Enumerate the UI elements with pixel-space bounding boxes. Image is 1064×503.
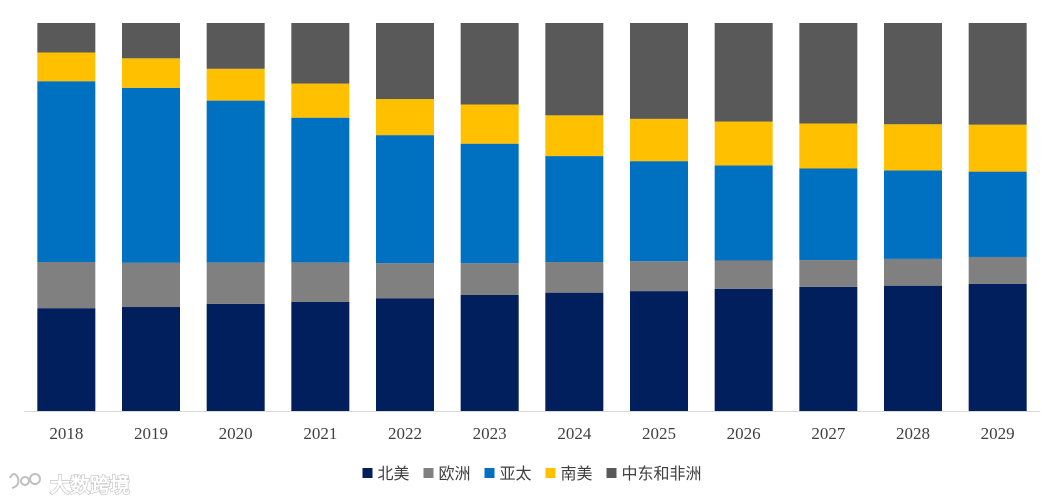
- bar-segment-2020-1: [206, 262, 265, 304]
- legend-label: 南美: [561, 464, 593, 483]
- bar-segment-2028-1: [884, 258, 942, 286]
- x-tick-labels: 2018 2019 2020 2021 2022 2023 2024 2025 2026 2027…: [49, 424, 1014, 443]
- bar-segment-2027-1: [799, 260, 858, 287]
- bar-segment-2023-1: [460, 263, 519, 295]
- bar-segment-2029-4: [968, 23, 1027, 125]
- legend-swatch: [362, 468, 373, 478]
- legend-swatch: [423, 468, 434, 478]
- bar-segment-2022-1: [376, 263, 434, 299]
- bar-segment-2024-1: [545, 262, 604, 293]
- bar-segment-2019-1: [122, 262, 180, 308]
- legend-item-4: 中东和非洲: [606, 464, 702, 483]
- legend-swatch: [545, 468, 556, 478]
- x-tick-label: 2024: [557, 424, 592, 443]
- bar-segment-2024-2: [545, 156, 604, 262]
- bar-segment-2028-0: [884, 285, 942, 411]
- legend-item-2: 亚太: [484, 464, 532, 483]
- bar-segment-2026-2: [714, 165, 773, 261]
- legend-swatch: [606, 468, 617, 478]
- legend-label: 亚太: [500, 464, 532, 483]
- bar-segment-2029-0: [968, 283, 1027, 411]
- bar-segment-2029-2: [968, 171, 1027, 257]
- bar-segment-2025-4: [630, 23, 688, 119]
- bar-segment-2026-4: [714, 23, 773, 122]
- legend-item-0: 北美: [362, 464, 410, 483]
- bar-segment-2029-1: [968, 256, 1027, 284]
- bar-segment-2024-0: [545, 292, 604, 411]
- bar-segment-2021-2: [291, 117, 350, 263]
- x-tick-label: 2028: [896, 424, 930, 443]
- watermark-logo-icon: [9, 473, 41, 489]
- bar-segment-2018-2: [37, 81, 96, 263]
- watermark: 大数跨境: [9, 472, 131, 498]
- bar-segment-2025-0: [630, 291, 688, 411]
- x-tick-label: 2026: [727, 424, 761, 443]
- x-tick-label: 2027: [811, 424, 846, 443]
- bar-segment-2027-2: [799, 168, 858, 261]
- bar-segment-2019-2: [122, 87, 180, 263]
- bar-segment-2026-1: [714, 260, 773, 289]
- bar-segment-2026-0: [714, 288, 773, 411]
- bar-segment-2025-1: [630, 261, 688, 292]
- x-tick-label: 2020: [219, 424, 253, 443]
- bar-segment-2019-4: [122, 23, 180, 59]
- bar-segment-2022-4: [376, 23, 434, 100]
- bar-segment-2028-4: [884, 23, 942, 125]
- bar-segment-2019-0: [122, 307, 180, 411]
- bar-segment-2025-2: [630, 161, 688, 262]
- bar-segment-2022-0: [376, 298, 434, 411]
- bar-segment-2018-0: [37, 308, 96, 411]
- bar-segment-2027-3: [799, 123, 858, 169]
- bar-segment-2021-0: [291, 301, 350, 411]
- bars-layer: [37, 23, 1027, 411]
- legend-label: 中东和非洲: [622, 464, 702, 483]
- bar-segment-2021-4: [291, 23, 350, 84]
- bar-segment-2023-4: [460, 23, 519, 105]
- legend-label: 欧洲: [439, 464, 471, 483]
- legend-label: 北美: [378, 464, 410, 483]
- x-tick-label: 2029: [981, 424, 1015, 443]
- bar-segment-2025-3: [630, 118, 688, 162]
- legend-swatch: [484, 468, 495, 478]
- x-tick-label: 2018: [49, 424, 83, 443]
- bar-segment-2027-0: [799, 286, 858, 411]
- x-tick-label: 2025: [642, 424, 676, 443]
- bar-segment-2027-4: [799, 23, 858, 124]
- bar-segment-2028-3: [884, 124, 942, 171]
- x-tick-label: 2022: [388, 424, 422, 443]
- bar-segment-2021-1: [291, 262, 350, 302]
- bar-segment-2019-3: [122, 58, 180, 88]
- bar-segment-2020-2: [206, 100, 265, 263]
- bar-segment-2021-3: [291, 83, 350, 118]
- legend: 北美 欧洲 亚太 南美 中东和非洲: [362, 464, 702, 483]
- bar-segment-2018-4: [37, 23, 96, 53]
- bar-segment-2029-3: [968, 124, 1027, 172]
- bar-segment-2018-1: [37, 262, 96, 309]
- bar-segment-2018-3: [37, 52, 96, 82]
- bar-segment-2028-2: [884, 170, 942, 259]
- x-tick-label: 2021: [303, 424, 337, 443]
- bar-segment-2020-0: [206, 303, 265, 411]
- watermark-text: 大数跨境: [50, 473, 130, 497]
- bar-segment-2024-4: [545, 23, 604, 116]
- bar-segment-2020-4: [206, 23, 265, 69]
- bar-segment-2023-2: [460, 143, 519, 264]
- bar-segment-2022-2: [376, 135, 434, 264]
- x-tick-label: 2019: [134, 424, 168, 443]
- bar-segment-2020-3: [206, 68, 265, 101]
- bar-segment-2022-3: [376, 99, 434, 136]
- bar-segment-2024-3: [545, 115, 604, 157]
- x-tick-label: 2023: [473, 424, 507, 443]
- bar-segment-2023-0: [460, 294, 519, 411]
- legend-item-3: 南美: [545, 464, 593, 483]
- bar-segment-2023-3: [460, 104, 519, 144]
- bar-segment-2026-3: [714, 121, 773, 166]
- legend-item-1: 欧洲: [423, 464, 471, 483]
